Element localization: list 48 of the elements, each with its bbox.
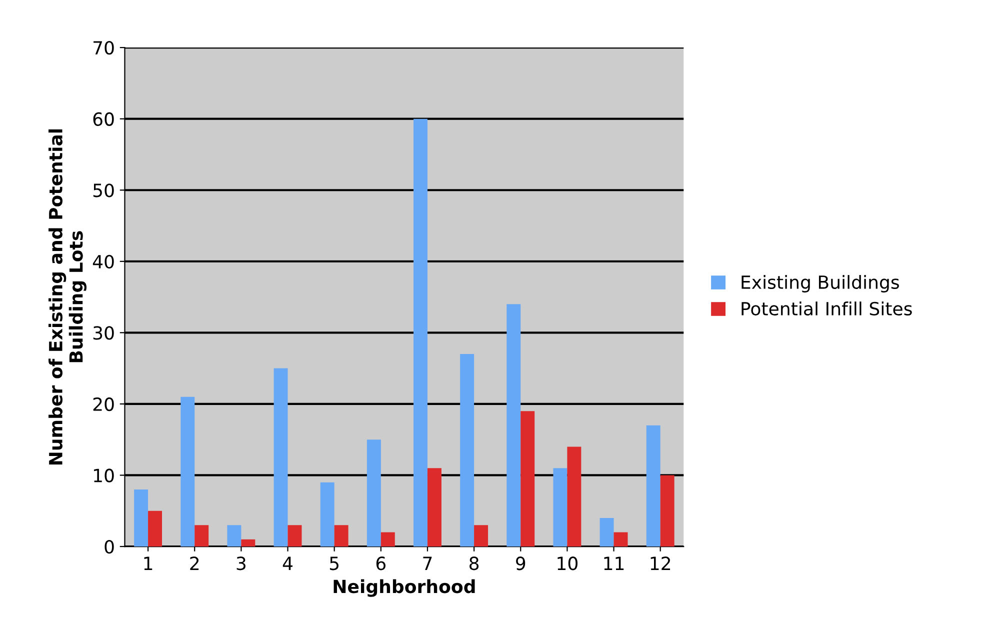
bar — [427, 468, 442, 547]
bar — [380, 532, 395, 547]
bar — [506, 304, 521, 547]
legend-label: Potential Infill Sites — [742, 302, 912, 316]
bar — [134, 489, 148, 547]
y-tick-label: 60 — [93, 112, 114, 126]
bar — [334, 525, 348, 547]
bar — [614, 532, 628, 547]
bar — [241, 539, 256, 547]
bar — [474, 525, 488, 547]
x-tick-label: 4 — [282, 556, 292, 570]
y-tick-label: 10 — [94, 468, 114, 482]
bar — [274, 368, 288, 547]
bar — [520, 411, 535, 547]
x-tick-label: 5 — [330, 556, 338, 570]
y-tick-label: 70 — [94, 41, 114, 55]
y-tick-label: 20 — [93, 397, 114, 412]
bar — [320, 482, 334, 547]
bar — [600, 518, 614, 547]
y-axis-title: Number of Existing and Potential Building Lots — [48, 129, 86, 465]
x-tick-label: 9 — [516, 556, 526, 570]
x-tick-label: 8 — [470, 556, 479, 570]
y-tick-label: 40 — [92, 254, 114, 269]
bar — [460, 354, 474, 547]
bar — [366, 440, 381, 547]
x-tick-label: 3 — [236, 556, 246, 570]
y-tick-label: 0 — [104, 540, 114, 554]
x-tick-label: 11 — [604, 556, 624, 570]
y-tick-label: 30 — [93, 326, 114, 340]
y-tick-label: 50 — [93, 184, 114, 198]
x-tick-label: 12 — [650, 556, 670, 570]
x-tick-label: 6 — [376, 556, 386, 570]
bar — [148, 510, 162, 547]
bar — [194, 525, 209, 547]
bar — [660, 475, 674, 547]
x-tick-label: 2 — [190, 556, 199, 570]
x-tick-label: 10 — [558, 556, 578, 570]
bar — [414, 118, 428, 547]
bar — [646, 425, 660, 547]
x-tick-label: 1 — [144, 556, 152, 570]
bar — [227, 525, 242, 547]
bar — [553, 468, 568, 547]
legend-label: Existing Buildings — [742, 275, 899, 293]
bar — [288, 525, 302, 547]
bar — [567, 446, 582, 547]
x-axis-title: Neighborhood — [334, 579, 475, 597]
x-tick-label: 7 — [423, 556, 432, 570]
bar — [180, 396, 195, 547]
